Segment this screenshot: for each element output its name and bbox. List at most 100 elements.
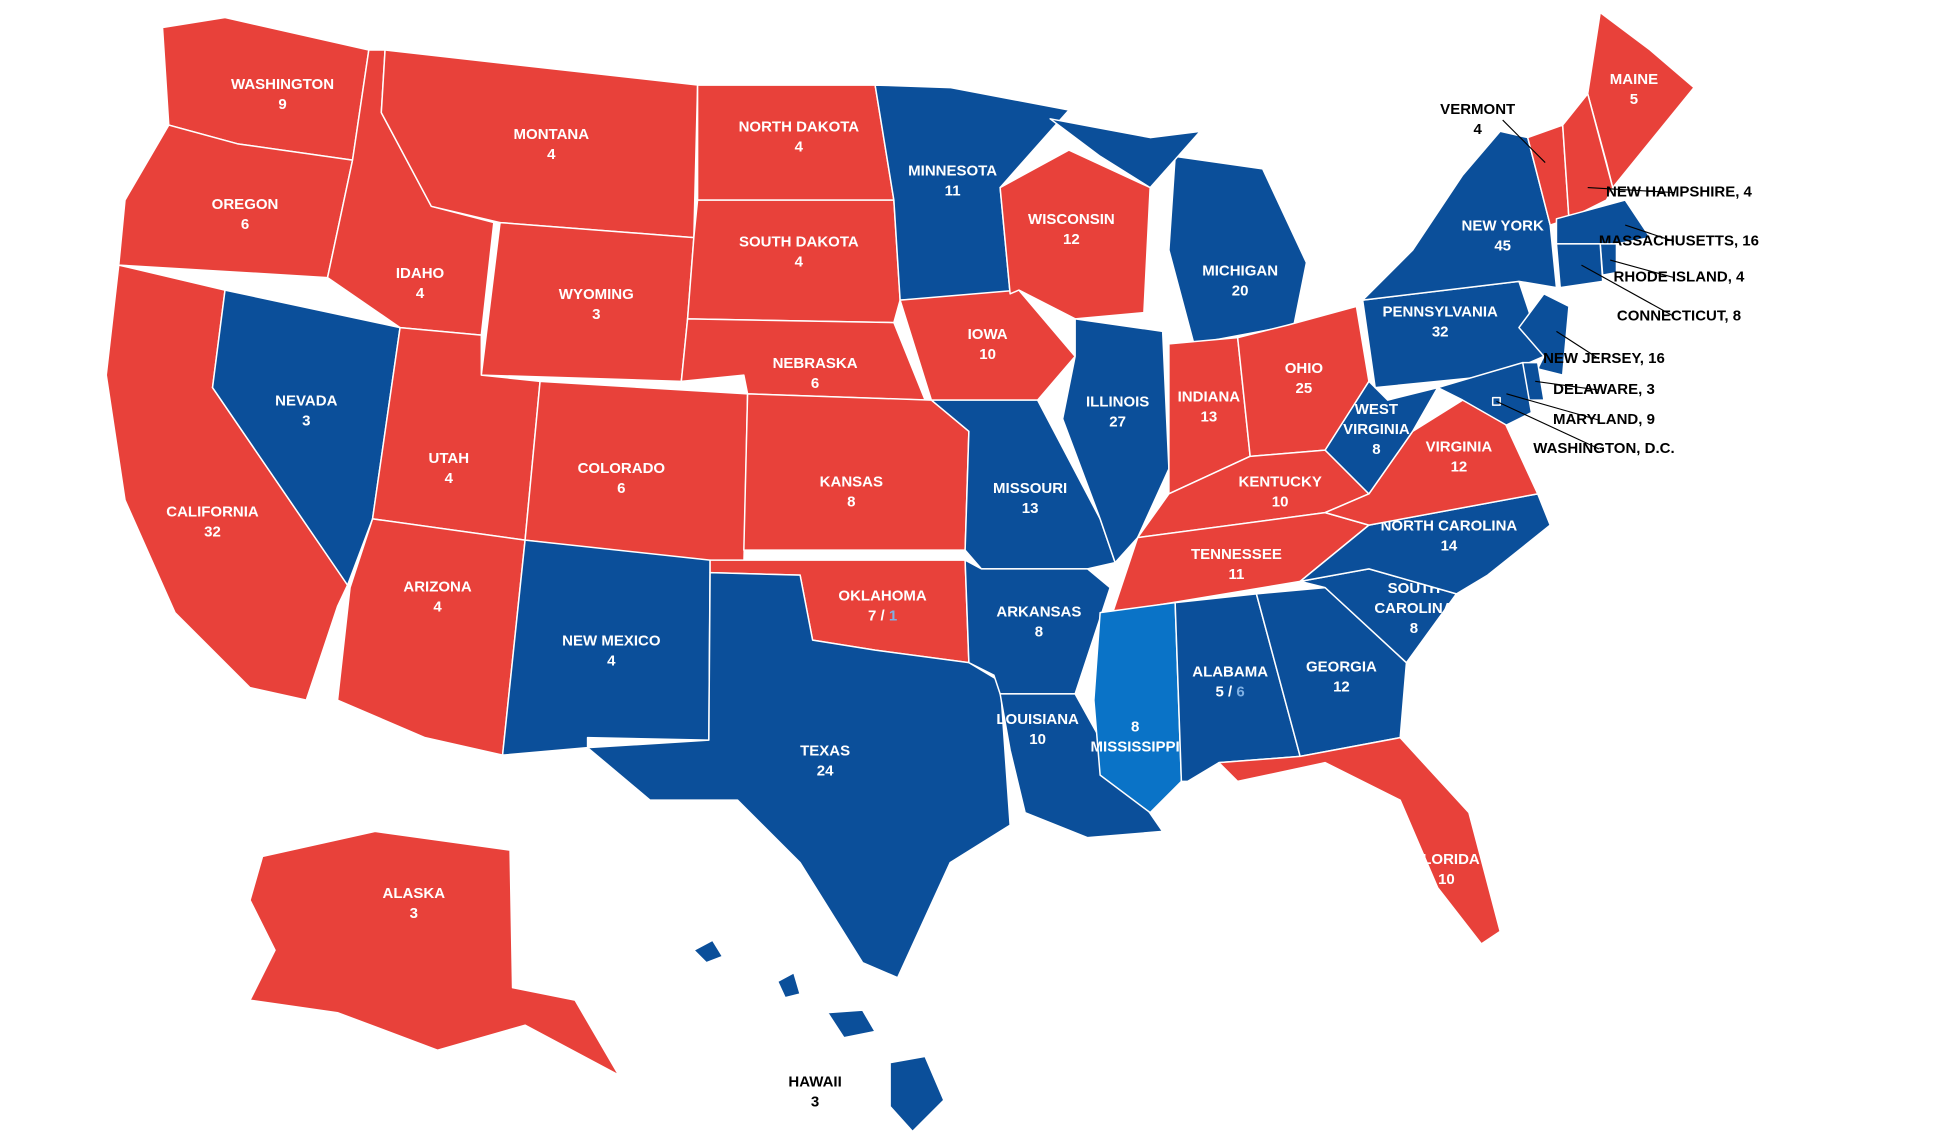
state-shape (999, 693, 1164, 839)
state-label: NEW MEXICO (562, 632, 661, 649)
state-label: SOUTH DAKOTA (739, 234, 859, 251)
electoral-votes: 14 (1441, 537, 1458, 554)
state (336, 518, 526, 756)
electoral-votes: 11 (1228, 566, 1244, 583)
electoral-votes: 12 (1333, 679, 1350, 696)
electoral-votes: 3 (302, 412, 310, 429)
state-label: NORTH CAROLINA (1381, 517, 1518, 534)
state-shape (826, 1009, 876, 1039)
state-shape (211, 289, 401, 586)
state-label: ARKANSAS (996, 604, 1081, 621)
electoral-votes: 3 (811, 1094, 819, 1111)
state-label: MAINE (1610, 71, 1658, 88)
name-line: CAROLINA (1374, 600, 1453, 617)
state (693, 939, 945, 1133)
state-label: MINNESOTA (908, 162, 997, 179)
state-shape (1093, 601, 1183, 814)
electoral-votes: 6 (617, 480, 625, 497)
electoral-votes: 3 (592, 306, 600, 323)
state-shape (336, 518, 526, 756)
state-label: ALASKA (383, 885, 446, 902)
state-label: ALABAMA (1192, 664, 1268, 681)
electoral-votes: 10 (1438, 871, 1455, 888)
electoral-votes: 12 (1063, 231, 1080, 248)
electoral-votes: 4 (795, 254, 804, 271)
state-label: OREGON (212, 196, 279, 213)
state-label: WASHINGTON, D.C. (1533, 440, 1674, 457)
electoral-votes: 13 (1201, 409, 1218, 426)
state-label: TENNESSEE (1191, 546, 1282, 563)
state-shape (1061, 318, 1170, 564)
state (249, 830, 620, 1076)
vote-part: 6 (1232, 684, 1245, 701)
state-shape (1555, 243, 1604, 289)
state (1255, 586, 1408, 758)
leader-line (1581, 264, 1675, 317)
leader-line (1610, 259, 1675, 279)
state (1555, 199, 1651, 245)
state-label: IDAHO (396, 265, 445, 282)
electoral-votes: 6 (811, 375, 819, 392)
state-label: KANSAS (820, 474, 883, 491)
state-label: HAWAII (788, 1074, 841, 1091)
electoral-votes: 8 (1035, 624, 1043, 641)
electoral-votes: 8 (1131, 719, 1139, 736)
electoral-votes: 9 (278, 96, 286, 113)
state-shape (899, 289, 1076, 401)
electoral-votes: 8 (1410, 620, 1418, 637)
state-label: NEVADA (275, 392, 337, 409)
state-label: NEW HAMPSHIRE, 4 (1606, 184, 1753, 201)
electoral-votes: 20 (1232, 282, 1249, 299)
electoral-votes: 4 (547, 146, 556, 163)
electoral-votes: 5 / 6 (1216, 684, 1245, 701)
state-label: INDIANA (1178, 389, 1241, 406)
state-shape (1555, 199, 1651, 245)
state-label: NORTH DAKOTA (739, 119, 860, 136)
electoral-votes: 4 (433, 599, 442, 616)
leader-line (1587, 187, 1674, 194)
electoral-votes: 25 (1296, 380, 1313, 397)
vote-part: 1 (885, 607, 898, 624)
state-label: VIRGINIA (1426, 439, 1493, 456)
electoral-votes: 4 (607, 652, 616, 669)
electoral-votes: 4 (795, 139, 804, 156)
vote-part: 5 / (1216, 684, 1234, 701)
state-label: NEBRASKA (773, 355, 858, 372)
state-shape (1168, 155, 1308, 345)
state-label: WEST VIRGINIA (1343, 401, 1410, 438)
state-shape (999, 149, 1151, 320)
state-label: COLORADO (578, 460, 666, 477)
state-label: ILLINOIS (1086, 394, 1149, 411)
state-label: LOUISIANA (996, 711, 1079, 728)
name-line: WEST (1355, 401, 1398, 418)
state-shape (1255, 586, 1408, 758)
state-label: MICHIGAN (1202, 262, 1278, 279)
state-shape (776, 971, 801, 999)
electoral-votes: 4 (445, 470, 454, 487)
electoral-votes: 24 (817, 762, 834, 779)
leader-line (1506, 393, 1600, 421)
state (211, 289, 401, 586)
electoral-votes: 11 (945, 182, 961, 199)
state-label: OKLAHOMA (838, 587, 926, 604)
state (743, 393, 970, 551)
state-label: MASSACHUSETTS, 16 (1599, 232, 1759, 249)
state-label: MISSISSIPPI (1091, 739, 1180, 756)
electoral-votes: 10 (1272, 494, 1289, 511)
state-label: MISSOURI (993, 480, 1067, 497)
state-label: NEW YORK (1462, 217, 1544, 234)
state-shape (249, 830, 620, 1076)
electoral-votes: 8 (1372, 441, 1380, 458)
state-label: GEORGIA (1306, 659, 1377, 676)
state-shape (1218, 736, 1501, 945)
state-label: MARYLAND, 9 (1553, 411, 1655, 428)
state-shape (889, 1055, 945, 1133)
state-label: MONTANA (514, 126, 590, 143)
electoral-votes: 32 (204, 524, 221, 541)
electoral-votes: 4 (1474, 121, 1483, 138)
state-shape (1049, 118, 1201, 189)
state-label: IOWA (968, 326, 1008, 343)
state (1436, 361, 1533, 426)
leader-line (1556, 330, 1600, 360)
